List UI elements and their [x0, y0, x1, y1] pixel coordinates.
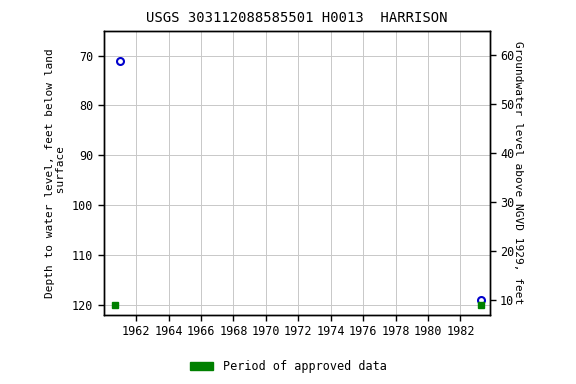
Y-axis label: Groundwater level above NGVD 1929, feet: Groundwater level above NGVD 1929, feet: [513, 41, 522, 305]
Title: USGS 303112088585501 H0013  HARRISON: USGS 303112088585501 H0013 HARRISON: [146, 12, 448, 25]
Legend: Period of approved data: Period of approved data: [185, 356, 391, 378]
Y-axis label: Depth to water level, feet below land
 surface: Depth to water level, feet below land su…: [45, 48, 66, 298]
